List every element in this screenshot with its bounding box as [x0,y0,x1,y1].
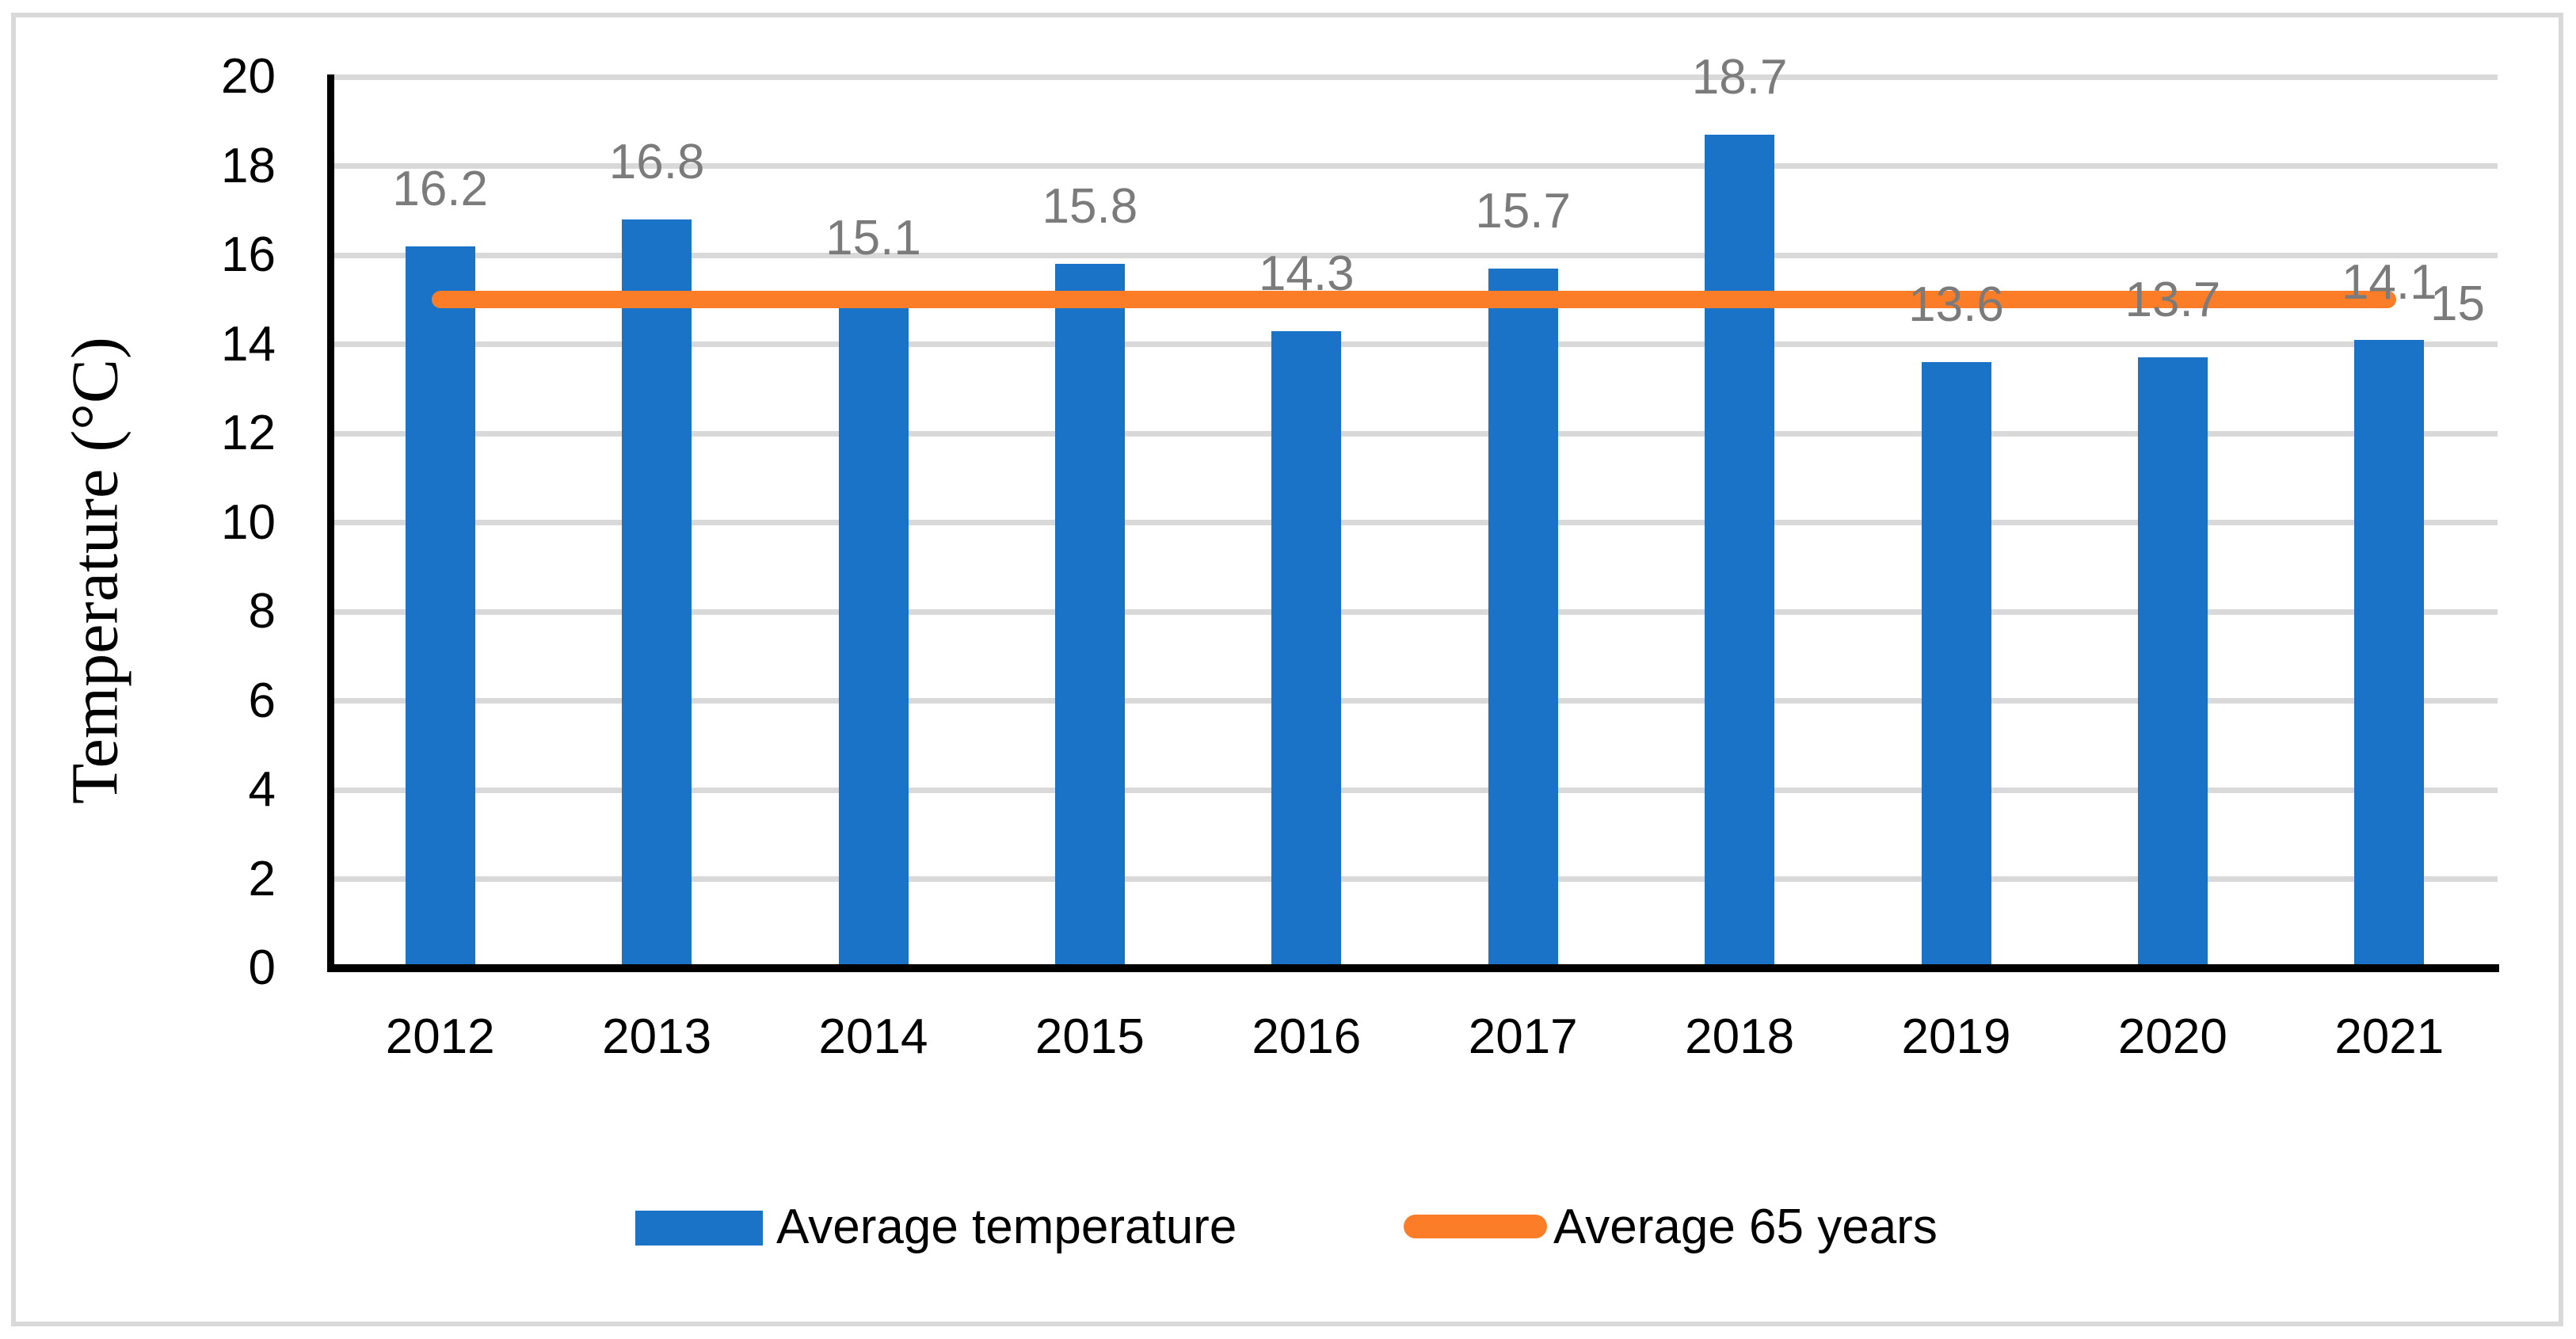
bar-data-label: 15.1 [825,210,921,265]
x-category-label: 2016 [1252,1009,1362,1064]
bar-data-label: 16.2 [392,161,489,216]
gridline [334,876,2498,882]
figure-border [11,13,2563,1326]
gridline [334,163,2498,169]
x-category-label: 2012 [385,1009,495,1064]
legend-label-average-65-years: Average 65 years [1553,1200,1938,1254]
bar-2016 [1271,330,1342,964]
bar-data-label: 13.6 [1908,277,2004,332]
bar-2018 [1705,135,1775,964]
bar-2019 [1921,362,1991,964]
gridline [334,608,2498,615]
gridline [334,74,2498,80]
y-axis-line [327,74,334,972]
bar-2021 [2354,339,2425,964]
y-tick-label: 4 [248,762,276,817]
gridline [334,430,2498,437]
x-category-label: 2018 [1685,1009,1795,1064]
legend-swatch-average-temperature [635,1211,763,1246]
y-tick-label: 0 [248,940,276,995]
bar-2012 [405,246,475,964]
gridline [334,520,2498,525]
gridline [334,252,2498,258]
bar-2017 [1488,268,1558,964]
bar-data-label: 13.7 [2124,273,2221,328]
gridline [334,698,2498,704]
x-axis-line [327,964,2499,972]
x-category-label: 2021 [2334,1009,2445,1064]
y-tick-label: 18 [221,138,276,193]
x-category-label: 2020 [2117,1009,2227,1064]
bar-data-label: 15.8 [1042,179,1138,235]
bar-2020 [2137,357,2208,964]
gridline [334,787,2498,793]
y-tick-label: 6 [248,673,276,728]
bar-data-label: 18.7 [1691,50,1788,105]
gridline [334,341,2498,347]
bar-2014 [838,295,909,964]
y-tick-label: 16 [221,227,276,282]
bar-data-label: 14.1 [2341,254,2437,310]
legend-label-average-temperature: Average temperature [776,1200,1237,1254]
average-65-years-line [431,291,2397,309]
y-tick-label: 20 [221,49,276,104]
bar-data-label: 16.8 [608,135,705,189]
y-tick-label: 14 [221,316,276,372]
bar-data-label: 14.3 [1258,246,1355,301]
x-category-label: 2017 [1468,1009,1578,1064]
x-category-label: 2013 [602,1009,712,1064]
legend-swatch-average-65-years [1404,1215,1547,1238]
x-category-label: 2015 [1035,1009,1145,1064]
bar-2015 [1054,264,1125,964]
y-tick-label: 10 [221,494,276,550]
y-tick-label: 12 [221,406,276,460]
bar-data-label: 15.7 [1475,183,1572,238]
y-axis-title: Temperature (°C) [58,337,132,804]
x-category-label: 2014 [818,1009,928,1064]
line-end-label: 15 [2430,277,2485,331]
x-category-label: 2019 [1901,1009,2011,1064]
y-tick-label: 8 [248,584,276,639]
bar-2013 [622,219,692,964]
y-tick-label: 2 [248,851,276,906]
